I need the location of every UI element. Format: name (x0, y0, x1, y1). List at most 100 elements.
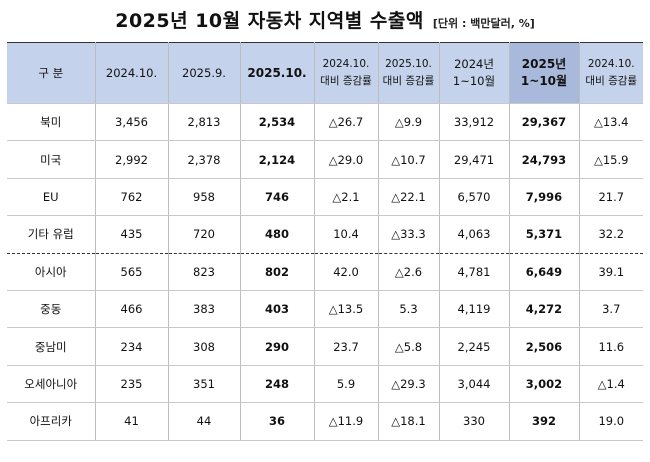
cell-cum-2024: 4,063 (438, 215, 510, 254)
cell-2025-10: 36 (239, 402, 315, 441)
cell-2024-10: 41 (94, 402, 169, 441)
cell-2025-9: 351 (167, 365, 241, 404)
header-2025-9: 2025.9. (167, 42, 241, 104)
cell-region: 오세아니아 (7, 365, 96, 404)
cell-change-cum: 21.7 (578, 178, 643, 217)
cell-2025-10: 290 (239, 327, 315, 366)
table-row: 북미 3,456 2,813 2,534 △26.7 △9.9 33,912 29,367 △1… (7, 103, 643, 142)
cell-2024-10: 234 (94, 327, 169, 366)
cell-2025-10: 248 (239, 365, 315, 404)
cell-cum-2025: 3,002 (508, 365, 580, 404)
cell-change-cum: 19.0 (578, 402, 643, 441)
cell-2024-10: 2,992 (94, 140, 169, 179)
cell-change-cum: 39.1 (578, 253, 643, 291)
table-row: 미국 2,992 2,378 2,124 △29.0 △10.7 29,471 24,793 △… (7, 140, 643, 179)
cell-2025-10: 480 (239, 215, 315, 254)
cell-2024-10: 3,456 (94, 103, 169, 142)
table-row: 기타 유럽 435 720 480 10.4 △33.3 4,063 5,371 32.2 (7, 215, 643, 254)
header-cum-2025: 2025년 1~10월 (508, 42, 580, 104)
cell-region: 기타 유럽 (7, 215, 96, 254)
table-row: 아시아 565 823 802 42.0 △2.6 4,781 6,649 39.1 (7, 253, 643, 291)
cell-region: 중동 (7, 290, 96, 329)
cell-cum-2024: 330 (438, 402, 510, 441)
cell-change-yoy: 23.7 (313, 327, 379, 366)
cell-cum-2024: 29,471 (438, 140, 510, 179)
cell-cum-2025: 7,996 (508, 178, 580, 217)
cell-2025-9: 308 (167, 327, 241, 366)
table-row: 중동 466 383 403 △13.5 5.3 4,119 4,272 3.7 (7, 290, 643, 329)
cell-change-cum: 3.7 (578, 290, 643, 329)
cell-2025-10: 403 (239, 290, 315, 329)
header-2024-10: 2024.10. (94, 42, 169, 104)
cell-cum-2025: 2,506 (508, 327, 580, 366)
cell-region: EU (7, 178, 96, 217)
cell-2024-10: 762 (94, 178, 169, 217)
cell-2024-10: 466 (94, 290, 169, 329)
header-cum-2024: 2024년 1~10월 (438, 42, 510, 104)
cell-2025-9: 44 (167, 402, 241, 441)
cell-change-mom: △33.3 (377, 215, 440, 254)
table-row: 오세아니아 235 351 248 5.9 △29.3 3,044 3,002 △1.4 (7, 365, 643, 404)
table-row: EU 762 958 746 △2.1 △22.1 6,570 7,996 21.7 (7, 178, 643, 217)
cell-2025-9: 2,813 (167, 103, 241, 142)
cell-2024-10: 235 (94, 365, 169, 404)
cell-2025-10: 2,124 (239, 140, 315, 179)
cell-change-yoy: 42.0 (313, 253, 379, 291)
cell-change-yoy: △13.5 (313, 290, 379, 329)
cell-change-yoy: △11.9 (313, 402, 379, 441)
header-2025-10: 2025.10. (239, 42, 315, 104)
cell-2025-10: 2,534 (239, 103, 315, 142)
cell-cum-2025: 5,371 (508, 215, 580, 254)
cell-cum-2024: 4,119 (438, 290, 510, 329)
cell-region: 아프리카 (7, 402, 96, 441)
cell-change-yoy: △26.7 (313, 103, 379, 142)
cell-cum-2024: 33,912 (438, 103, 510, 142)
cell-2024-10: 435 (94, 215, 169, 254)
header-row: 구 분 2024.10. 2025.9. 2025.10. 2024.10. 대비… (7, 42, 643, 104)
header-category: 구 분 (7, 42, 96, 104)
title-row: 2025년 10월 자동차 지역별 수출액 [단위 : 백만달러, %] (0, 6, 650, 36)
cell-change-mom: △9.9 (377, 103, 440, 142)
cell-cum-2025: 392 (508, 402, 580, 441)
cell-change-cum: △1.4 (578, 365, 643, 404)
header-change-cum: 2024.10. 대비 증감률 (578, 42, 643, 104)
cell-change-mom: △10.7 (377, 140, 440, 179)
cell-change-cum: △15.9 (578, 140, 643, 179)
cell-2025-9: 958 (167, 178, 241, 217)
cell-2025-10: 802 (239, 253, 315, 291)
cell-change-mom: 5.3 (377, 290, 440, 329)
cell-cum-2024: 6,570 (438, 178, 510, 217)
cell-2025-9: 720 (167, 215, 241, 254)
cell-cum-2025: 4,272 (508, 290, 580, 329)
cell-region: 아시아 (7, 253, 96, 291)
cell-region: 중남미 (7, 327, 96, 366)
cell-change-cum: 11.6 (578, 327, 643, 366)
cell-2025-10: 746 (239, 178, 315, 217)
page-title: 2025년 10월 자동차 지역별 수출액 (115, 10, 424, 32)
cell-change-mom: △18.1 (377, 402, 440, 441)
table-row: 중남미 234 308 290 23.7 △5.8 2,245 2,506 11.6 (7, 327, 643, 366)
cell-cum-2024: 3,044 (438, 365, 510, 404)
cell-change-yoy: 5.9 (313, 365, 379, 404)
cell-change-mom: △29.3 (377, 365, 440, 404)
cell-cum-2024: 4,781 (438, 253, 510, 291)
cell-change-yoy: 10.4 (313, 215, 379, 254)
cell-2025-9: 823 (167, 253, 241, 291)
unit-note: [단위 : 백만달러, %] (432, 17, 535, 30)
cell-cum-2024: 2,245 (438, 327, 510, 366)
header-change-yoy: 2024.10. 대비 증감률 (313, 42, 379, 104)
cell-region: 미국 (7, 140, 96, 179)
table-row: 아프리카 41 44 36 △11.9 △18.1 330 392 19.0 (7, 402, 643, 441)
cell-2025-9: 383 (167, 290, 241, 329)
cell-region: 북미 (7, 103, 96, 142)
cell-cum-2025: 29,367 (508, 103, 580, 142)
export-table: 구 분 2024.10. 2025.9. 2025.10. 2024.10. 대비… (7, 42, 643, 441)
cell-change-yoy: △29.0 (313, 140, 379, 179)
cell-change-cum: 32.2 (578, 215, 643, 254)
cell-change-mom: △2.6 (377, 253, 440, 291)
cell-change-mom: △5.8 (377, 327, 440, 366)
cell-2024-10: 565 (94, 253, 169, 291)
cell-cum-2025: 6,649 (508, 253, 580, 291)
header-change-mom: 2025.10. 대비 증감률 (377, 42, 440, 104)
